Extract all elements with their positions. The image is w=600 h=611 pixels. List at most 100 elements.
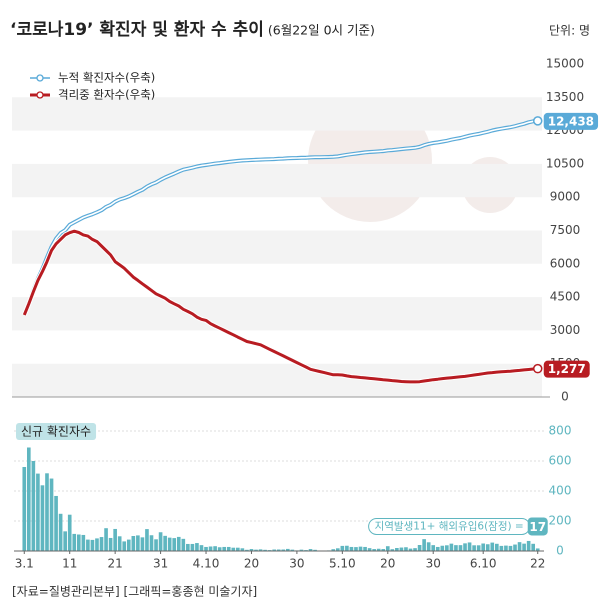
source: [자료=질병관리본부] [그래픽=홍종현 미술기자] xyxy=(12,585,257,599)
bar xyxy=(258,549,263,551)
bar xyxy=(335,548,340,551)
grid-band xyxy=(12,230,542,264)
bar xyxy=(245,549,249,551)
legend-marker xyxy=(36,74,44,82)
value-label: 17 xyxy=(529,520,546,534)
bar xyxy=(417,545,422,551)
x-tick-label: 6.10 xyxy=(470,557,497,571)
value-label: 12,438 xyxy=(548,114,594,128)
bar xyxy=(290,549,295,551)
bar xyxy=(381,549,386,551)
bar xyxy=(222,546,227,551)
bar xyxy=(172,538,177,551)
bar xyxy=(104,528,108,551)
bar xyxy=(217,547,222,551)
bar xyxy=(349,546,354,551)
grid-band xyxy=(12,97,542,131)
grid-band xyxy=(12,163,542,198)
bar xyxy=(213,546,217,551)
end-marker xyxy=(532,116,543,126)
chart-subtitle: (6월22일 0시 기준) xyxy=(268,23,375,38)
bar xyxy=(354,547,358,551)
legend-label: 격리중 환자수(우축) xyxy=(58,88,155,102)
bar xyxy=(490,542,495,551)
y-tick-label: 3000 xyxy=(550,323,581,337)
bar xyxy=(136,535,140,551)
value-label-box xyxy=(543,112,599,130)
end-marker xyxy=(532,363,543,374)
bar xyxy=(513,544,517,551)
bar xyxy=(535,548,540,551)
bar xyxy=(231,547,236,551)
y-tick-label: 10500 xyxy=(546,156,584,170)
panel-label-box xyxy=(16,423,97,440)
bar xyxy=(126,539,131,551)
line xyxy=(22,229,538,384)
bar xyxy=(86,539,90,551)
bar xyxy=(367,548,372,551)
panel-label: 신규 확진자수 xyxy=(21,425,91,439)
bar xyxy=(204,546,208,551)
bar xyxy=(458,545,463,551)
x-tick-label: 11 xyxy=(62,557,77,571)
bar xyxy=(345,545,349,551)
bar xyxy=(413,548,417,551)
bar xyxy=(31,461,36,551)
y-tick-label: 13500 xyxy=(546,90,584,104)
x-tick-label: 4.10 xyxy=(193,557,220,571)
bar xyxy=(190,543,195,551)
bar xyxy=(26,447,31,551)
bar xyxy=(481,543,486,551)
bar xyxy=(426,542,431,551)
x-tick-label: 20 xyxy=(380,557,395,571)
bar xyxy=(454,545,458,551)
bar xyxy=(385,546,390,551)
bar xyxy=(472,545,476,551)
y-tick-label: 0 xyxy=(561,390,569,404)
bar xyxy=(449,543,454,551)
bar xyxy=(186,543,190,551)
bar xyxy=(113,528,117,551)
bar xyxy=(372,549,376,551)
bar xyxy=(395,548,399,551)
bar xyxy=(122,541,127,551)
bar xyxy=(476,545,481,551)
bar xyxy=(522,543,526,551)
bar xyxy=(272,549,277,551)
bar xyxy=(54,495,58,551)
bar xyxy=(517,542,522,551)
y-tick-label: 800 xyxy=(549,424,572,438)
x-tick-label: 20 xyxy=(244,557,259,571)
bar xyxy=(195,543,199,551)
bar xyxy=(36,473,40,551)
bar xyxy=(40,485,45,551)
bar xyxy=(45,473,49,551)
bar xyxy=(176,536,181,551)
y-tick-label: 7500 xyxy=(550,223,581,237)
y-tick-label: 200 xyxy=(549,514,572,528)
bar xyxy=(399,547,404,551)
bar xyxy=(145,529,149,551)
bar xyxy=(285,548,290,551)
bar xyxy=(499,545,504,551)
bar xyxy=(504,545,508,551)
bar xyxy=(435,546,440,551)
bar xyxy=(72,533,77,551)
bar xyxy=(117,536,122,551)
line xyxy=(23,120,538,315)
x-tick-label: 31 xyxy=(153,557,168,571)
y-tick-label: 400 xyxy=(549,484,572,498)
bar xyxy=(390,549,395,551)
bar xyxy=(67,514,72,551)
bar xyxy=(208,546,213,551)
bar xyxy=(299,549,304,551)
bar xyxy=(99,537,104,551)
bar xyxy=(254,549,258,551)
bar xyxy=(526,540,531,551)
y-tick-label: 0 xyxy=(556,544,564,558)
y-tick-label: 15000 xyxy=(546,57,584,71)
bar xyxy=(408,548,413,551)
y-tick-label: 4500 xyxy=(550,290,581,304)
bar xyxy=(445,545,449,551)
